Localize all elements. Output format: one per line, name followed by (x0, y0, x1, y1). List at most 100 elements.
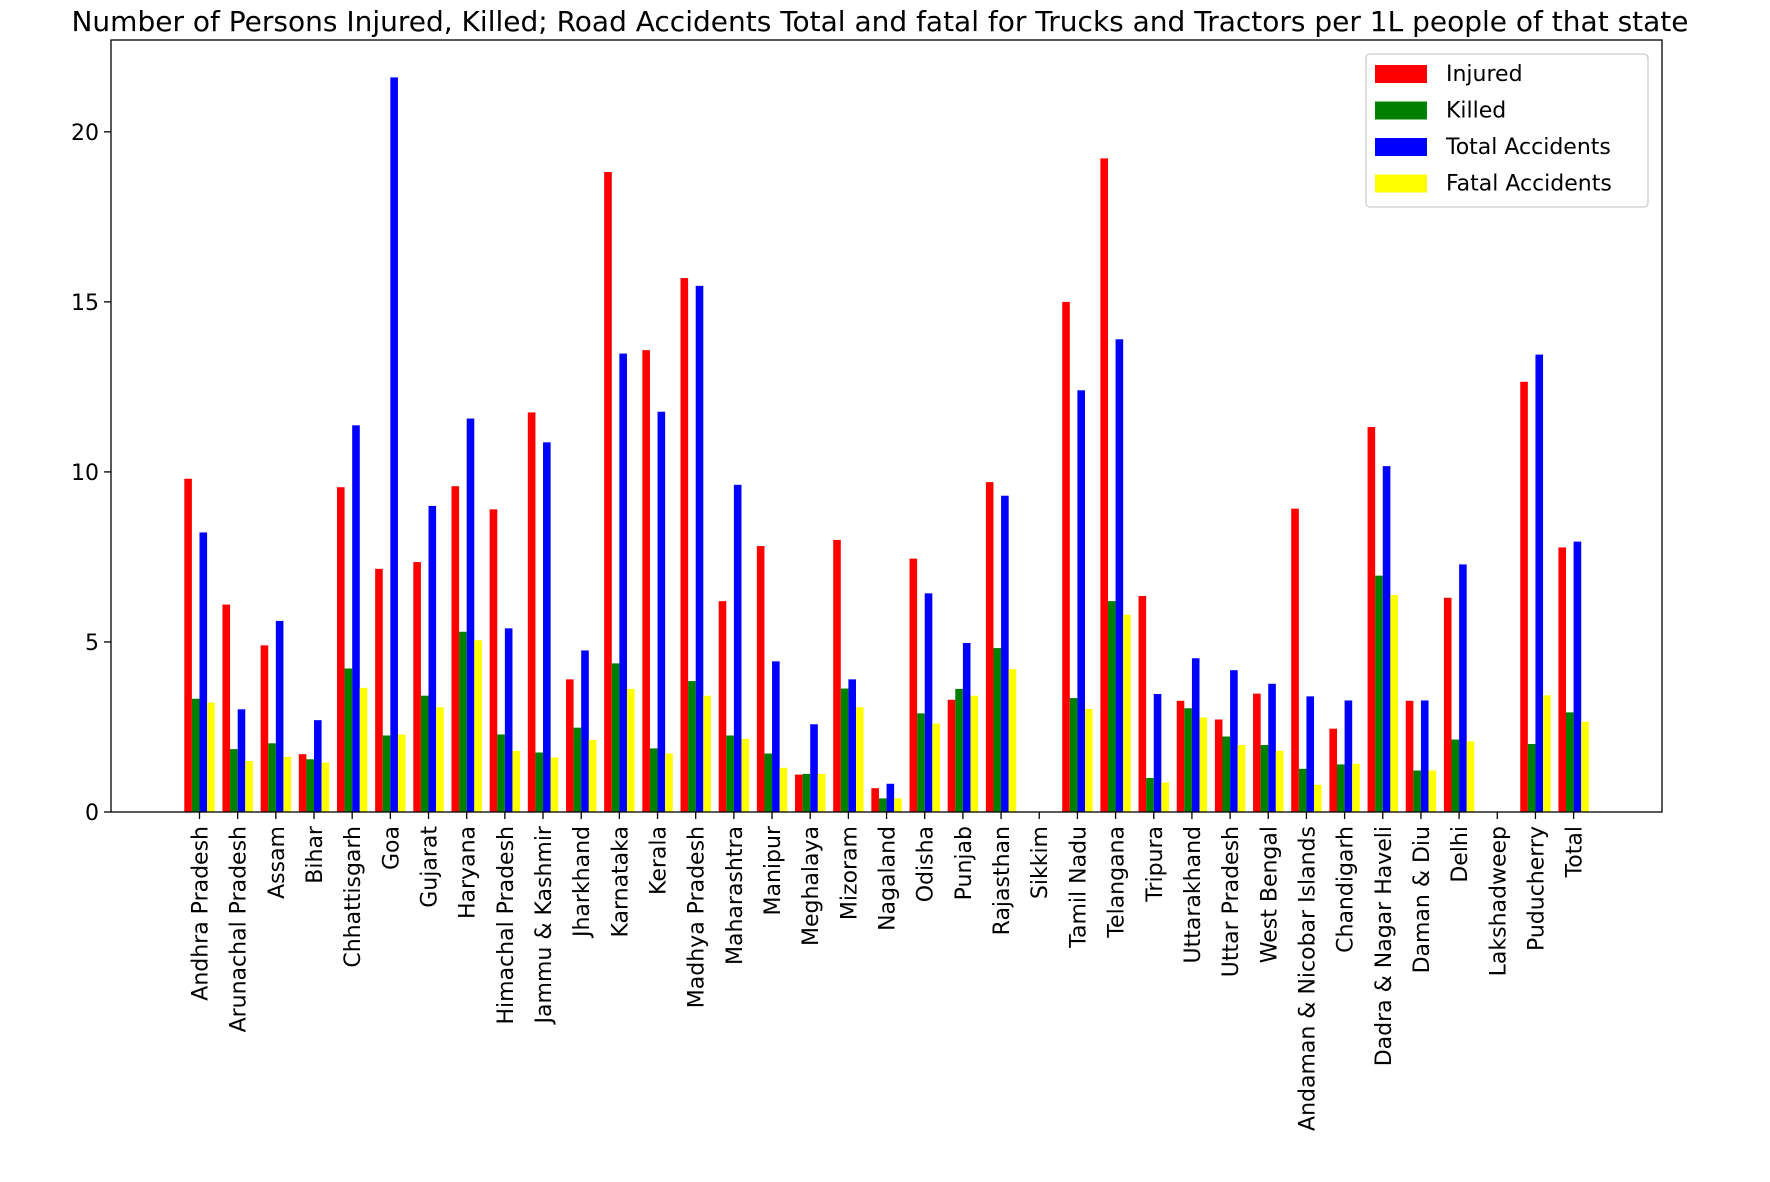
bar (878, 798, 887, 812)
x-tick-label: Telangana (1105, 826, 1130, 939)
bar (581, 650, 589, 812)
bar (795, 774, 803, 812)
bar (772, 661, 780, 812)
x-tick-label: Jammu & Kashmir (532, 825, 557, 1025)
bar (512, 750, 521, 812)
x-tick-label: Tripura (1143, 826, 1168, 903)
x-tick-label: Jharkhand (570, 826, 595, 939)
bar (649, 748, 658, 812)
bar (1161, 782, 1169, 812)
bar (1253, 693, 1261, 812)
x-tick-label: Gujarat (418, 826, 443, 908)
x-tick-label: Andhra Pradesh (189, 826, 214, 1001)
bar (1199, 717, 1208, 812)
x-tick-label: Delhi (1448, 826, 1473, 883)
x-tick-label: Chhattisgarh (341, 826, 366, 968)
bar (970, 695, 979, 812)
x-tick-label: Himachal Pradesh (494, 826, 519, 1025)
bar (390, 77, 398, 813)
y-tick-label: 5 (85, 631, 99, 656)
bar (924, 593, 933, 812)
x-tick-label: Meghalaya (799, 826, 824, 946)
bar (306, 759, 315, 812)
bar (1176, 700, 1185, 812)
bar (489, 509, 498, 812)
x-tick-label: Punjab (952, 826, 977, 900)
bar (504, 628, 513, 812)
bar (260, 645, 269, 812)
legend-label: Injured (1446, 62, 1523, 87)
bar (1428, 770, 1437, 812)
bar (764, 753, 773, 812)
chart-title: Number of Persons Injured, Killed; Road … (71, 5, 1688, 38)
x-tick-label: Goa (379, 826, 404, 870)
bar (718, 601, 727, 812)
x-tick-label: Daman & Diu (1410, 826, 1435, 973)
bar (268, 743, 276, 812)
bar (1085, 708, 1093, 812)
x-tick-label: Madhya Pradesh (685, 826, 710, 1008)
x-tick-label: Nagaland (876, 826, 901, 931)
bar (535, 752, 544, 812)
x-tick-label: Mizoram (837, 826, 862, 920)
bar (833, 539, 841, 812)
bar (588, 739, 597, 812)
y-tick-label: 15 (71, 291, 99, 316)
bar (1115, 339, 1124, 812)
bar (1237, 745, 1246, 812)
bar (1337, 764, 1345, 812)
legend-label: Total Accidents (1445, 135, 1611, 160)
bar (222, 604, 231, 812)
bar (1077, 390, 1086, 812)
bar (657, 411, 666, 812)
bar (817, 773, 826, 812)
bar (359, 687, 368, 812)
bar (550, 757, 559, 812)
bar (1138, 596, 1147, 812)
bar (1230, 670, 1238, 812)
bar (474, 640, 482, 812)
bar (566, 679, 574, 812)
bar (1222, 736, 1231, 812)
bar (298, 754, 307, 812)
bar (245, 760, 253, 812)
bar (352, 425, 360, 812)
y-tick-label: 0 (85, 801, 99, 826)
bar (451, 486, 460, 812)
x-tick-label: Uttar Pradesh (1219, 826, 1244, 977)
bar (275, 620, 284, 812)
x-tick-label: Karnataka (608, 826, 633, 938)
bar (1107, 601, 1116, 812)
bar (1191, 658, 1200, 812)
bar (1459, 564, 1467, 812)
bar (962, 642, 971, 812)
bar (688, 681, 696, 812)
bar (1451, 739, 1460, 812)
legend-box (1365, 53, 1649, 208)
bar (1214, 719, 1223, 812)
bar (985, 482, 994, 812)
bar (1573, 541, 1582, 812)
x-tick-label: Sikkim (1028, 826, 1053, 899)
x-tick-label: Andaman & Nicobar Islands (1295, 826, 1320, 1131)
bars-group (184, 77, 1589, 813)
bar (810, 724, 818, 812)
bar (314, 720, 322, 812)
bar (894, 798, 902, 812)
bar (1352, 763, 1360, 812)
x-tick-label: Chandigarh (1334, 826, 1359, 953)
bar (993, 648, 1002, 812)
bar (1001, 495, 1009, 812)
bar (321, 762, 330, 812)
y-axis: 0 5 10 15 20 (71, 121, 111, 826)
bar (413, 562, 421, 812)
bar (1306, 696, 1315, 812)
bar (344, 668, 353, 812)
legend-swatch (1375, 101, 1427, 120)
bar (459, 631, 467, 812)
bar (1008, 669, 1017, 812)
bar (207, 702, 215, 812)
bar (642, 350, 650, 812)
